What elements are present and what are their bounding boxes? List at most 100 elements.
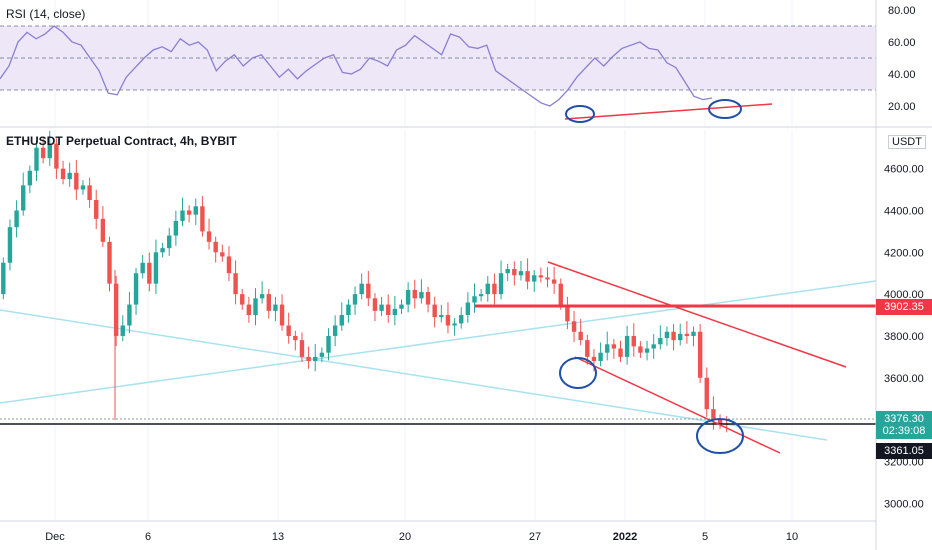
candle (598, 352, 603, 362)
time-tick-label: 10 (786, 531, 798, 543)
candle (220, 252, 225, 257)
rsi-trendline (564, 103, 773, 120)
candle (100, 218, 106, 242)
rsi-tick-label: 40.00 (888, 69, 916, 81)
price-annotation-circle (559, 357, 597, 389)
candle (472, 296, 477, 303)
price-tick-label: 4200.00 (884, 247, 924, 259)
last-price-tag: 3376.30 02:39:08 (876, 411, 932, 439)
rsi-annotation-circle (708, 99, 742, 119)
rsi-series-line (0, 25, 713, 107)
candle (631, 335, 636, 347)
candle (113, 283, 119, 336)
candle (578, 331, 583, 341)
candle (558, 283, 563, 305)
candle (206, 231, 212, 242)
candle (419, 292, 424, 299)
candle (60, 168, 66, 180)
bar-countdown: 02:39:08 (882, 425, 926, 437)
candle (160, 248, 165, 253)
candle (651, 344, 656, 349)
candle (545, 277, 550, 280)
support-price-tag: 3361.05 (876, 443, 932, 459)
rising-trendline (0, 280, 877, 404)
rsi-tick-label: 60.00 (888, 37, 916, 49)
candle (664, 331, 670, 339)
rsi-title: RSI (14, close) (6, 7, 86, 21)
candle (585, 340, 590, 357)
candle (478, 294, 484, 297)
candle (120, 325, 125, 336)
candle (366, 283, 371, 299)
candle (14, 210, 19, 228)
candle (459, 315, 464, 324)
chart-title: ETHUSDT Perpetual Contract, 4h, BYBIT (6, 134, 237, 148)
candle (313, 356, 318, 362)
resistance-price-tag: 3902.35 (876, 299, 932, 315)
candle (339, 315, 344, 326)
candle (40, 147, 46, 159)
candle (591, 356, 597, 362)
candle (352, 294, 358, 305)
rsi-annotation-circle (565, 105, 595, 123)
candle (7, 227, 13, 263)
candle (372, 298, 378, 311)
candle (498, 273, 504, 295)
candle (306, 356, 311, 362)
candle (153, 252, 159, 284)
candle (133, 273, 139, 305)
candle (551, 279, 557, 284)
candle (671, 331, 676, 341)
candle (293, 335, 298, 341)
candle (379, 304, 384, 311)
candle (21, 185, 26, 211)
candle (34, 147, 39, 171)
candle (538, 275, 544, 278)
time-tick-label: 27 (529, 531, 541, 543)
candle (512, 269, 517, 276)
candle (240, 294, 245, 305)
falling-trendline (0, 309, 828, 441)
currency-button[interactable]: USDT (888, 135, 926, 149)
candle (678, 333, 683, 341)
candle (167, 235, 172, 249)
candle (326, 335, 331, 353)
candle (571, 321, 577, 332)
candle (717, 419, 723, 424)
candle (605, 344, 610, 353)
price-tick-label: 4000.00 (884, 289, 924, 301)
candle (412, 289, 417, 299)
price-tick-label: 3200.00 (884, 456, 924, 468)
candle (253, 298, 258, 316)
candle (193, 206, 198, 215)
candle (644, 348, 650, 353)
candle (200, 206, 205, 232)
candle (74, 172, 79, 190)
candle (658, 338, 663, 345)
candle (319, 352, 325, 357)
candle (286, 325, 291, 336)
candle (399, 304, 404, 309)
time-tick-label: Dec (45, 531, 65, 543)
candle (233, 273, 238, 295)
price-annotation-circle (696, 418, 744, 454)
candle (226, 256, 232, 274)
candle (392, 308, 398, 316)
candle (697, 331, 703, 378)
candle (67, 172, 72, 180)
time-tick-label: 5 (702, 531, 708, 543)
candle (299, 340, 305, 357)
rsi-pane (0, 0, 932, 128)
candle (505, 269, 510, 274)
candle (618, 348, 623, 357)
price-tick-label: 4600.00 (884, 164, 924, 176)
candle (54, 143, 59, 169)
time-tick-label: 20 (399, 531, 411, 543)
rsi-tick-label: 20.00 (888, 101, 916, 113)
candle (266, 294, 271, 311)
candle (452, 323, 457, 326)
candle (173, 220, 179, 236)
time-tick-label: 6 (145, 531, 151, 543)
candle (87, 185, 92, 201)
